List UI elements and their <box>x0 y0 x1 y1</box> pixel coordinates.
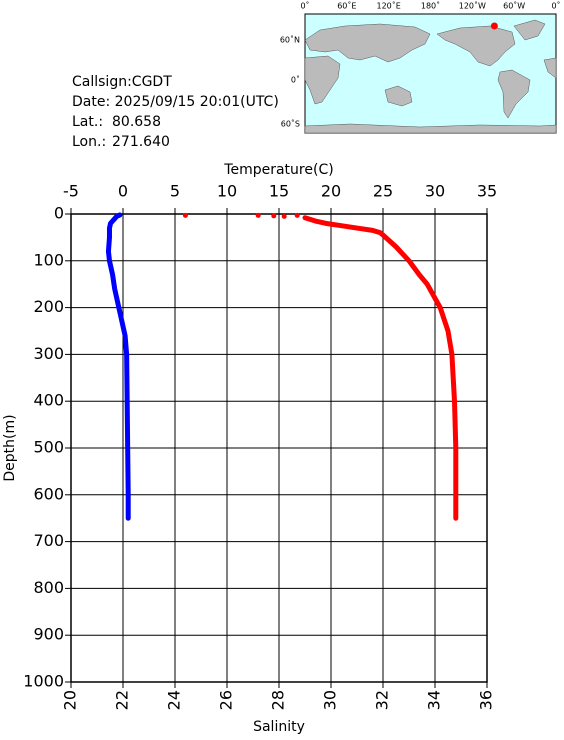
x2-tick-label: -5 <box>63 182 79 201</box>
x2-tick-label: 20 <box>321 182 341 201</box>
y-tick-label: 800 <box>33 578 64 597</box>
location-marker <box>490 22 498 30</box>
map-lon-label: 180˚ <box>421 1 440 11</box>
x-tick-label: 36 <box>477 690 496 710</box>
data-point <box>281 213 287 219</box>
y-tick-label: 1000 <box>23 672 64 691</box>
data-point <box>255 212 261 218</box>
x2-tick-label: 5 <box>170 182 180 201</box>
x2-tick-label: 10 <box>217 182 237 201</box>
x-tick-label: 22 <box>113 690 132 710</box>
map-land <box>304 19 557 134</box>
x2-tick-label: 35 <box>477 182 497 201</box>
profile-line <box>105 212 131 521</box>
info-lon: 271.640 <box>112 134 170 150</box>
info-lat-label: Lat.: <box>72 114 103 130</box>
map-lon-label: 120˚E <box>377 1 401 11</box>
profile-line <box>302 215 459 521</box>
y-axis-label: Depth(m) <box>2 414 18 481</box>
y-tick-label: 200 <box>33 297 64 316</box>
info-callsign: Callsign:CGDT <box>72 74 172 90</box>
data-point <box>182 212 188 218</box>
x2-tick-label: 25 <box>373 182 393 201</box>
x2-tick-label: 30 <box>425 182 445 201</box>
y-tick-label: 900 <box>33 625 64 644</box>
info-lon-label: Lon.: <box>72 134 106 150</box>
map-lon-label: 120˚W <box>459 1 486 11</box>
info-date: Date: 2025/09/15 20:01(UTC) <box>72 94 279 110</box>
data-point <box>271 213 277 219</box>
x2-axis-label: Temperature(C) <box>223 162 333 178</box>
info-lat: 80.658 <box>112 114 161 130</box>
x-tick-label: 34 <box>425 690 444 710</box>
map-lat-label: 60˚N <box>280 35 300 45</box>
world-map <box>304 13 557 134</box>
x-tick-label: 30 <box>321 690 340 710</box>
map-lon-label: 0˚ <box>300 1 309 11</box>
map-lat-label: 0˚ <box>291 75 300 85</box>
x-tick-label: 24 <box>165 690 184 710</box>
x-axis-label: Salinity <box>253 719 305 735</box>
y-tick-label: 300 <box>33 344 64 363</box>
x2-tick-label: 15 <box>269 182 289 201</box>
y-tick-label: 100 <box>33 250 64 269</box>
map-lon-label: 0˚ <box>551 1 560 11</box>
x-tick-label: 32 <box>373 690 392 710</box>
x-tick-label: 28 <box>269 690 288 710</box>
y-tick-label: 400 <box>33 391 64 410</box>
data-point <box>294 212 300 218</box>
map-lat-label: 60˚S <box>281 119 300 129</box>
y-tick-label: 600 <box>33 484 64 503</box>
x2-tick-label: 0 <box>118 182 128 201</box>
x-tick-label: 26 <box>217 690 236 710</box>
map-lon-label: 60˚W <box>503 1 525 11</box>
y-tick-label: 0 <box>54 204 64 223</box>
plot-frame <box>70 213 488 683</box>
map-lon-label: 60˚E <box>337 1 356 11</box>
y-tick-label: 700 <box>33 531 64 550</box>
x-tick-label: 20 <box>61 690 80 710</box>
y-tick-label: 500 <box>33 438 64 457</box>
